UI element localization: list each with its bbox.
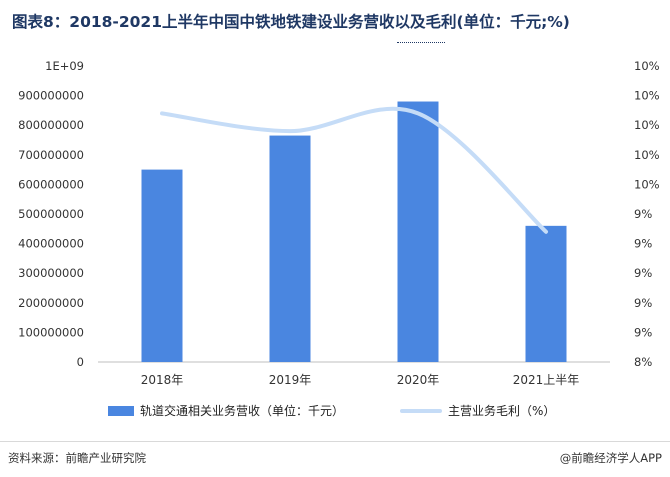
footer-divider [0,441,670,442]
right-axis-tick-label: 9% [634,296,652,310]
left-axis-tick-label: 300000000 [18,266,84,280]
revenue-bar [141,169,183,362]
left-axis-tick-label: 400000000 [18,237,84,251]
right-axis-tick-label: 10% [634,177,660,191]
chart-title: 图表8：2018-2021上半年中国中铁地铁建设业务营收以及毛利(单位：千元;%… [12,13,570,31]
legend-label-margin: 主营业务毛利（%） [448,403,555,418]
right-axis-tick-label: 9% [634,325,652,339]
left-axis-tick-label: 900000000 [18,89,84,103]
x-axis-tick-label: 2019年 [269,373,312,387]
left-axis-tick-label: 500000000 [18,207,84,221]
left-axis-tick-label: 1E+09 [45,59,84,73]
brand-credit: @前瞻经济学人APP [559,451,662,465]
revenue-bar [525,225,567,362]
left-axis-tick-label: 0 [77,355,84,369]
left-axis-tick-label: 800000000 [18,118,84,132]
right-axis-tick-label: 10% [634,148,660,162]
right-axis-tick-label: 10% [634,59,660,73]
right-axis-tick-label: 9% [634,207,652,221]
combo-chart: 0 100000000 200000000 300000000 400000000 500… [18,59,660,418]
right-axis-tick-label: 9% [634,266,652,280]
margin-line [160,106,548,234]
x-axis-tick-label: 2021上半年 [513,373,580,387]
left-axis-tick-label: 100000000 [18,325,84,339]
revenue-bar [269,135,311,362]
right-axis-tick-label: 8% [634,355,652,369]
source-note: 资料来源：前瞻产业研究院 [8,451,146,465]
right-axis-tick-label: 10% [634,89,660,103]
revenue-bar [397,101,439,363]
left-axis-tick-label: 200000000 [18,296,84,310]
left-axis-tick-label: 700000000 [18,148,84,162]
title-underline [397,42,445,43]
right-axis-tick-label: 10% [634,118,660,132]
legend-swatch-revenue [108,406,134,416]
legend-label-revenue: 轨道交通相关业务营收（单位：千元） [140,403,344,418]
left-axis-tick-label: 600000000 [18,177,84,191]
x-axis-tick-label: 2018年 [141,373,184,387]
right-axis-tick-label: 9% [634,237,652,251]
x-axis-tick-label: 2020年 [397,373,440,387]
